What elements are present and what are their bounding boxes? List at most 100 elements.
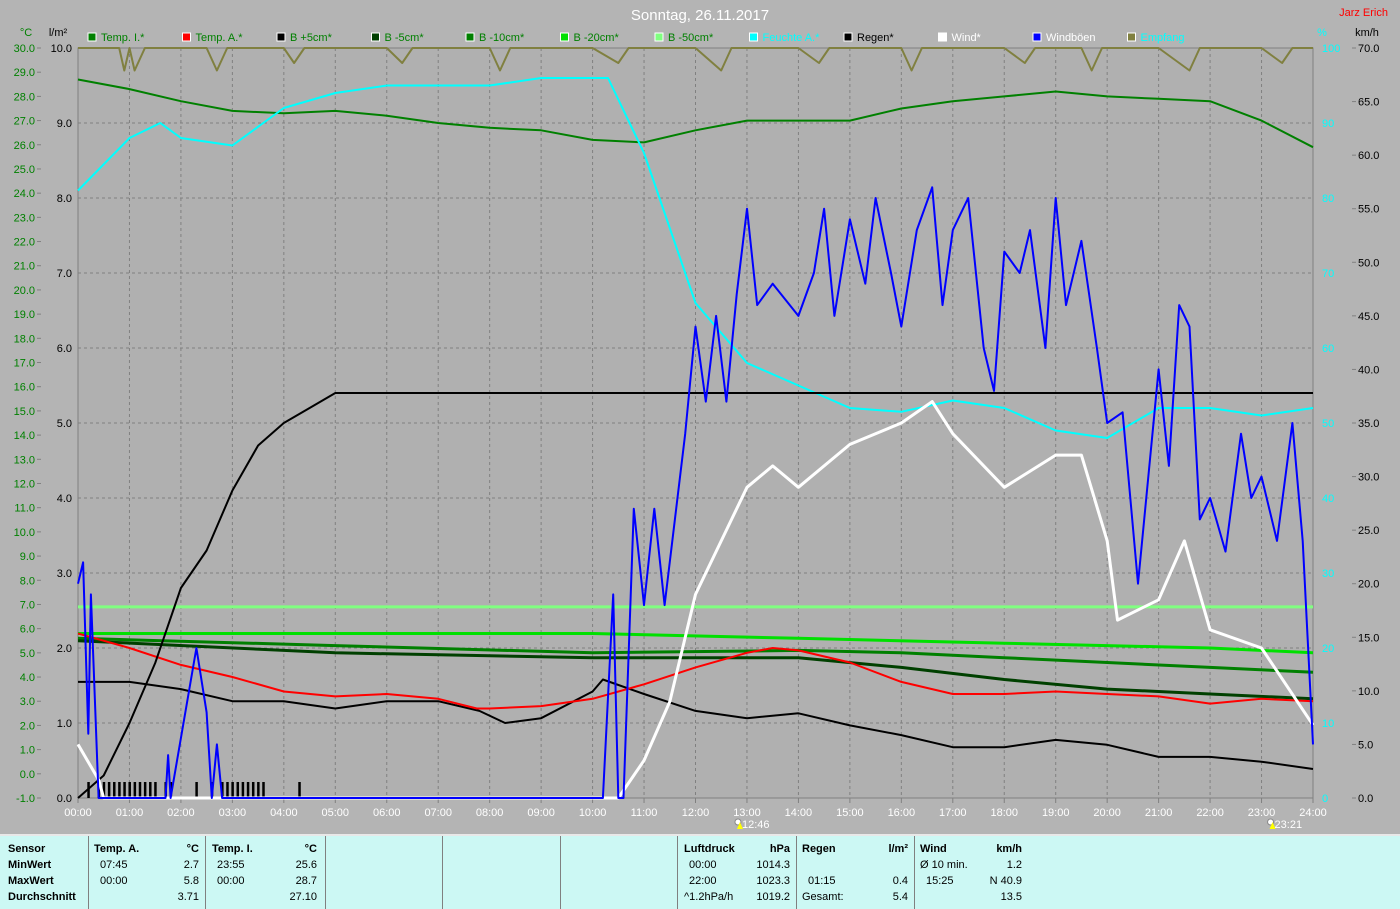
wind-axis-label: 15.0 [1358, 632, 1379, 644]
humidity-axis-label: 30 [1322, 568, 1334, 580]
rain-bar [102, 782, 106, 798]
x-tick-label: 14:00 [785, 807, 813, 819]
rain-axis-label: 8.0 [57, 193, 72, 205]
header: Regen [802, 843, 836, 855]
rain-bar [241, 782, 245, 798]
time: 00:00 [100, 875, 128, 887]
unit: hPa [769, 843, 790, 855]
series-line-empfang [78, 47, 1313, 72]
series-line-b-20cm- [78, 632, 1314, 655]
legend-swatch [1032, 32, 1042, 42]
rain-axis-label: 4.0 [57, 493, 72, 505]
humidity-axis-label: 60 [1322, 343, 1334, 355]
series-line-feuchte-a- [77, 77, 1314, 439]
temp-axis-label: 1.0 [20, 745, 35, 757]
humidity-axis-label: 70 [1322, 268, 1334, 280]
sun-time-label: 12:46 [742, 819, 770, 831]
x-tick-label: 00:00 [64, 807, 92, 819]
temp-axis-unit: °C [20, 27, 32, 39]
label: Gesamt: [802, 891, 844, 903]
rain-bar [107, 782, 111, 798]
col-empty [442, 836, 561, 909]
rain-bar [128, 782, 131, 798]
legend-label: B -10cm* [479, 32, 525, 44]
series-line-b-10cm- [77, 636, 1314, 674]
temp-axis-label: 27.0 [14, 116, 35, 128]
rain-axis-label: 6.0 [57, 343, 72, 355]
wind-axis-label: 25.0 [1358, 525, 1379, 537]
rain-axis-label: 5.0 [57, 418, 72, 430]
legend-label: Temp. A.* [196, 32, 244, 44]
rain-bar [133, 782, 137, 798]
temp-axis-label: 20.0 [14, 285, 35, 297]
series-line-temp-a- [77, 632, 1314, 710]
rain-axis-label: 9.0 [57, 118, 72, 130]
temp-axis-label: 30.0 [14, 43, 35, 55]
wind-axis-label: 0.0 [1358, 793, 1373, 805]
value: 28.7 [295, 875, 317, 887]
x-tick-label: 11:00 [631, 807, 658, 819]
wind-axis-label: 40.0 [1358, 364, 1379, 376]
temp-axis-label: 7.0 [20, 599, 35, 611]
header: Luftdruck [684, 843, 735, 855]
rain-bar [262, 782, 265, 798]
rain-axis-unit: l/m² [49, 27, 68, 39]
author-label: Jarz Erich [1339, 7, 1388, 19]
x-tick-label: 01:00 [116, 807, 144, 819]
x-tick-label: 03:00 [219, 807, 247, 819]
temp-axis-label: 6.0 [20, 624, 35, 636]
wind-axis-label: 10.0 [1358, 686, 1379, 698]
temp-axis-label: 10.0 [14, 527, 35, 539]
time: 23:55 [217, 859, 245, 871]
rain-bar [298, 782, 301, 798]
rain-bar [118, 782, 121, 798]
temp-axis-label: 2.0 [20, 720, 35, 732]
unit: l/m² [888, 843, 908, 855]
temp-axis-label: 4.0 [20, 672, 35, 684]
temp-axis-label: 24.0 [14, 188, 35, 200]
legend-swatch [843, 32, 853, 42]
value: 1.2 [1006, 859, 1022, 871]
wind-axis-label: 50.0 [1358, 257, 1379, 269]
temp-axis-label: 28.0 [14, 91, 35, 103]
rain-axis-label: 7.0 [57, 268, 72, 280]
col-empty [560, 836, 678, 909]
x-tick-label: 07:00 [424, 807, 452, 819]
legend-swatch [938, 32, 947, 42]
value: 5.4 [892, 891, 908, 903]
legend-label: Wind* [952, 32, 982, 44]
legend-swatch [371, 32, 380, 42]
humidity-axis-label: 50 [1322, 418, 1334, 430]
temp-axis-label: 0.0 [20, 769, 35, 781]
x-tick-label: 19:00 [1042, 807, 1070, 819]
x-tick-label: 02:00 [167, 807, 195, 819]
rain-bar [231, 782, 234, 798]
rain-bar [113, 782, 116, 798]
wind-axis-label: 35.0 [1358, 418, 1379, 430]
temp-axis-label: 21.0 [14, 261, 35, 273]
x-tick-label: 23:00 [1248, 807, 1276, 819]
header: Temp. A. [94, 843, 140, 855]
rain-bar [149, 782, 152, 798]
rain-axis-label: 10.0 [51, 43, 72, 55]
row-label: MaxWert [8, 875, 54, 887]
value: 25.6 [295, 859, 317, 871]
legend-swatch [749, 32, 758, 42]
temp-axis-label: 15.0 [14, 406, 35, 418]
legend-swatch [654, 32, 664, 42]
legend-label: Empfang [1141, 32, 1185, 44]
rain-axis-label: 0.0 [57, 793, 72, 805]
header: Sensor [8, 843, 46, 855]
x-tick-label: 24:00 [1299, 807, 1327, 819]
x-tick-label: 15:00 [836, 807, 864, 819]
x-tick-label: 20:00 [1093, 807, 1121, 819]
x-tick-label: 18:00 [990, 807, 1018, 819]
label: Ø 10 min. [920, 859, 968, 871]
weather-chart: Sonntag, 26.11.2017 Jarz Erich 00:00 01:00 0… [14, 7, 1388, 831]
rain-axis-label: 1.0 [57, 718, 72, 730]
temp-axis-label: 14.0 [14, 430, 35, 442]
wind-axis-unit: km/h [1355, 27, 1379, 39]
legend-label: B +5cm* [290, 32, 333, 44]
series-line-b-5cm- [78, 678, 1314, 770]
temp-axis-label: 26.0 [14, 140, 35, 152]
